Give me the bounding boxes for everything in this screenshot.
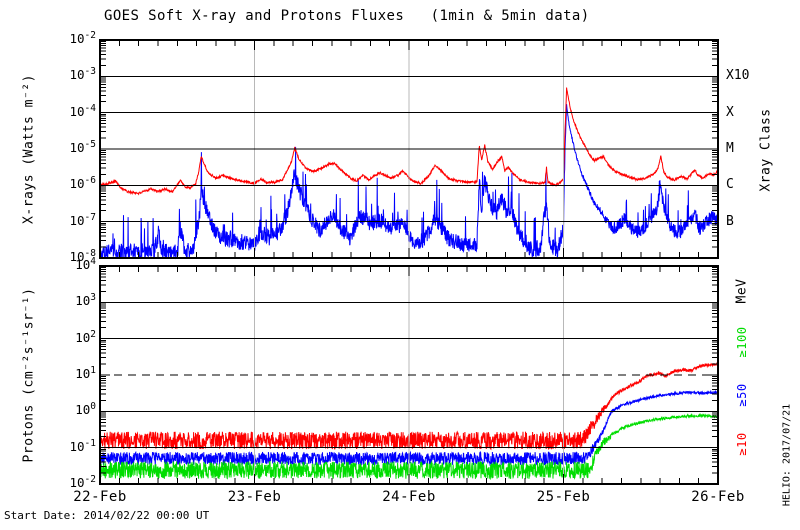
y-tick-label: 102 xyxy=(75,328,96,345)
y-tick-label: 10-8 xyxy=(69,248,96,265)
y-tick-label: 10-1 xyxy=(69,437,96,454)
y-tick-label: 10-3 xyxy=(69,66,96,83)
proton-threshold-label: ≥50 xyxy=(735,383,749,407)
chart-title: GOES Soft X-ray and Protons Fluxes (1min… xyxy=(104,8,590,24)
proton-threshold-label: ≥10 xyxy=(735,432,749,456)
y-tick-label: 10-7 xyxy=(69,211,96,228)
x-tick-label: 22-Feb xyxy=(73,489,127,505)
y-tick-label: 104 xyxy=(75,256,96,273)
credit-stamp: HELIO: 2017/07/21 xyxy=(781,403,793,507)
xray-class-axis-title: Xray Class xyxy=(758,108,774,192)
y-tick-label: 10-5 xyxy=(69,139,96,156)
proton-y-axis-title: Protons (cm⁻²s⁻¹sr⁻¹) xyxy=(21,287,37,463)
y-tick-label: 100 xyxy=(75,401,96,418)
xray-class-label: X10 xyxy=(726,68,750,84)
y-tick-label: 10-4 xyxy=(69,102,96,119)
gridlines-layer xyxy=(100,40,718,484)
xray-class-label: X xyxy=(726,104,734,120)
start-date-label: Start Date: 2014/02/22 00:00 UT xyxy=(4,509,210,522)
y-tick-label: 10-6 xyxy=(69,175,96,192)
x-tick-label: 25-Feb xyxy=(536,489,591,505)
y-tick-label: 103 xyxy=(75,292,96,309)
xray-class-label: B xyxy=(726,213,734,229)
mev-axis-title: MeV xyxy=(734,278,750,304)
panel-border xyxy=(99,265,719,485)
x-tick-label: 23-Feb xyxy=(227,489,282,505)
y-tick-label: 10-2 xyxy=(69,30,96,47)
proton-threshold-label: ≥100 xyxy=(735,326,749,358)
xray-class-label: M xyxy=(726,141,734,156)
y-tick-label: 10-2 xyxy=(69,474,96,491)
xray-class-label: C xyxy=(726,177,734,193)
y-tick-label: 101 xyxy=(75,365,96,382)
x-tick-label: 24-Feb xyxy=(382,489,436,505)
axes-layer xyxy=(99,39,719,485)
panel-border xyxy=(99,39,719,259)
xray-y-axis-title: X-rays (Watts m⁻²) xyxy=(21,74,37,224)
x-tick-label: 26-Feb xyxy=(691,489,745,505)
